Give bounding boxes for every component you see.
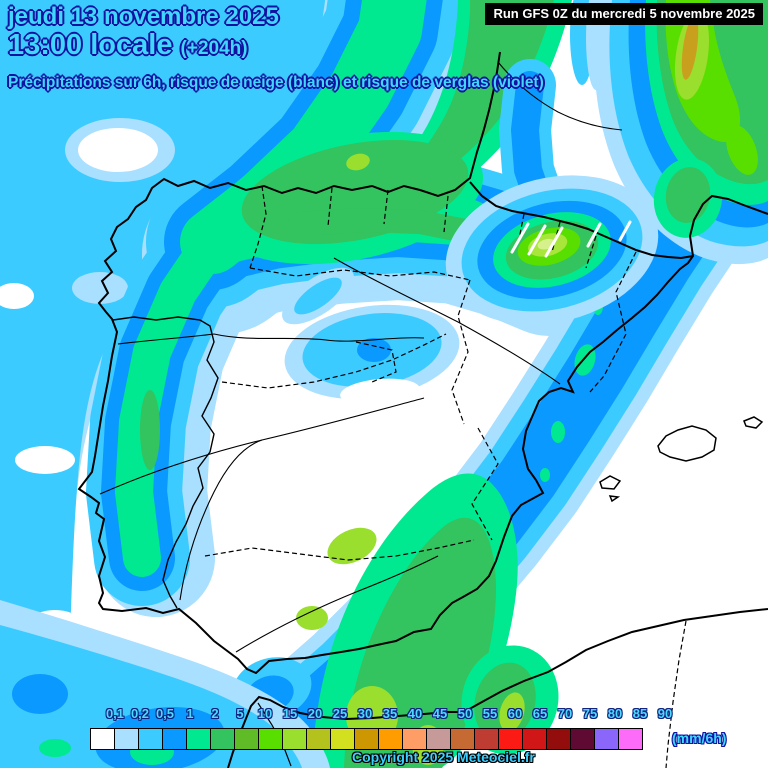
legend-cell <box>594 728 619 750</box>
legend-tick: 75 <box>582 706 598 721</box>
legend-cell <box>570 728 595 750</box>
legend-tick: 40 <box>407 706 423 721</box>
run-info: Run GFS 0Z du mercredi 5 novembre 2025 <box>485 3 763 25</box>
legend-cell <box>354 728 379 750</box>
legend-tick: 0,5 <box>155 706 175 721</box>
legend-cell <box>522 728 547 750</box>
legend-tick: 0,1 <box>105 706 125 721</box>
legend-tick: 90 <box>657 706 673 721</box>
legend-cell <box>306 728 331 750</box>
legend-tick: 80 <box>607 706 623 721</box>
legend-tick: 55 <box>482 706 498 721</box>
legend-cell <box>474 728 499 750</box>
legend-tick: 60 <box>507 706 523 721</box>
legend-cell <box>402 728 427 750</box>
copyright: Copyright 2025 Meteociel.fr <box>352 749 535 765</box>
legend-cell <box>258 728 283 750</box>
legend-tick: 65 <box>532 706 548 721</box>
legend-unit: (mm/6h) <box>672 730 727 746</box>
legend-tick: 15 <box>282 706 298 721</box>
legend-cell <box>330 728 355 750</box>
legend-cell <box>114 728 139 750</box>
legend-tick: 35 <box>382 706 398 721</box>
legend-tick: 45 <box>432 706 448 721</box>
legend-tick: 0,2 <box>130 706 150 721</box>
legend-tick: 50 <box>457 706 473 721</box>
legend-tick: 85 <box>632 706 648 721</box>
legend-tick: 70 <box>557 706 573 721</box>
legend: 0,1 0,2 0,5 1 2 5 10 15 20 25 30 35 40 45 50 55 60 65 70 75… <box>90 706 768 752</box>
legend-cell <box>138 728 163 750</box>
legend-cell <box>450 728 475 750</box>
legend-tick: 2 <box>211 706 219 721</box>
coastlines <box>77 51 768 768</box>
legend-cell <box>234 728 259 750</box>
legend-tick: 25 <box>332 706 348 721</box>
legend-cell <box>618 728 643 750</box>
legend-tick: 20 <box>307 706 323 721</box>
legend-cell <box>378 728 403 750</box>
legend-scale <box>90 728 643 750</box>
legend-cell <box>90 728 115 750</box>
legend-tick: 5 <box>236 706 244 721</box>
legend-cell <box>498 728 523 750</box>
legend-cell <box>282 728 307 750</box>
legend-cell <box>162 728 187 750</box>
legend-cell <box>186 728 211 750</box>
legend-cell <box>426 728 451 750</box>
legend-cell <box>210 728 235 750</box>
legend-tick: 30 <box>357 706 373 721</box>
legend-tick: 1 <box>186 706 194 721</box>
snow-hatching <box>510 220 632 258</box>
legend-tick: 10 <box>257 706 273 721</box>
legend-cell <box>546 728 571 750</box>
